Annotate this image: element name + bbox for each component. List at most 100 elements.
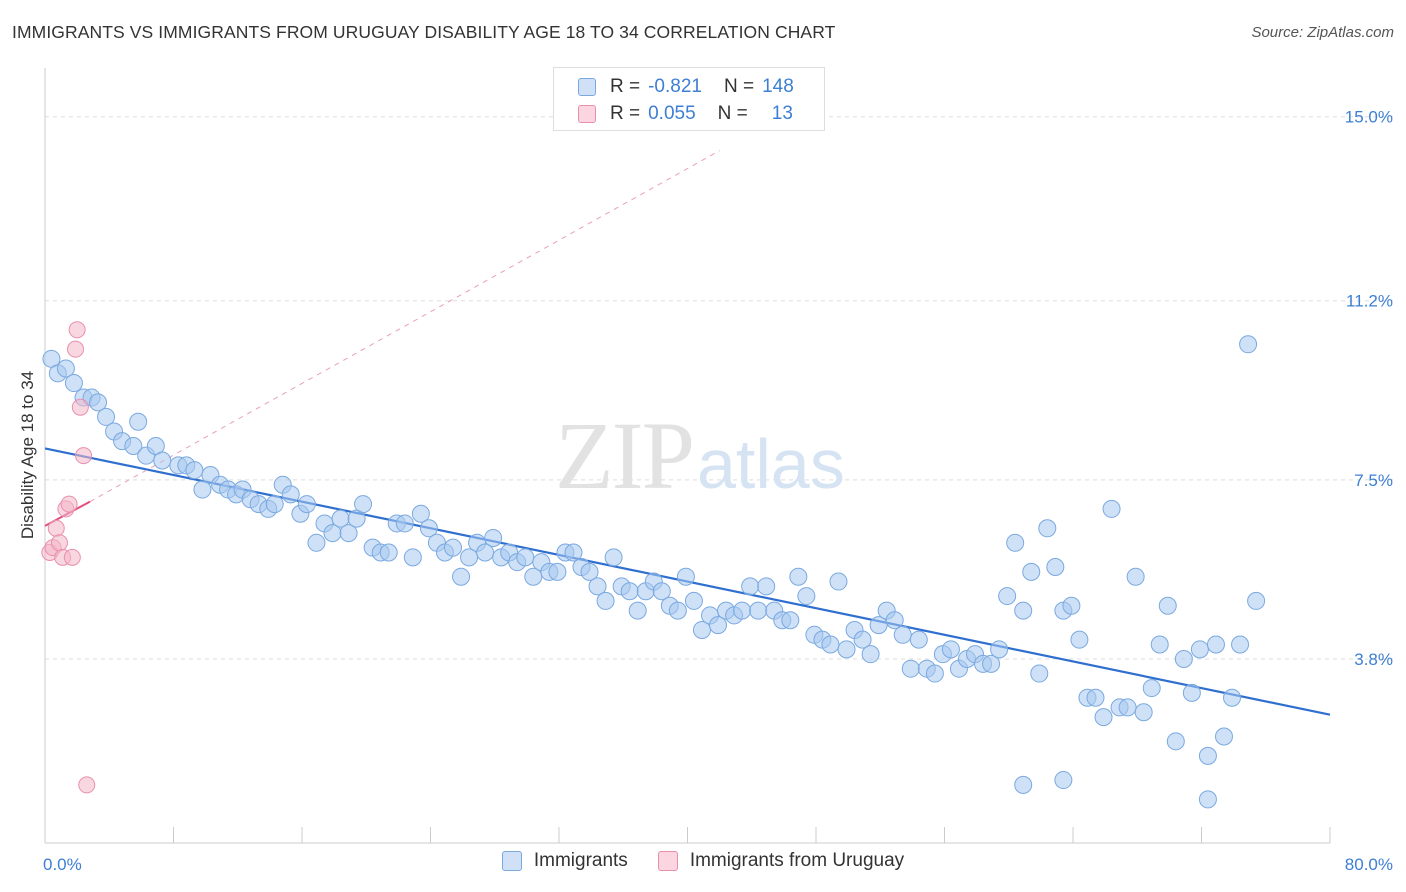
legend-swatch-blue	[501, 851, 522, 871]
point-immigrants	[89, 393, 108, 412]
trend-extension-uruguay	[89, 150, 720, 503]
point-immigrants	[941, 640, 960, 659]
grid-lines	[45, 116, 1395, 660]
point-immigrants	[1158, 596, 1177, 615]
point-immigrants	[1142, 679, 1161, 698]
legend-r-value: 0.055	[648, 103, 696, 124]
x-tick-label: 80.0%	[1345, 855, 1393, 874]
legend-n-label: N =	[723, 76, 755, 97]
point-immigrants	[1030, 664, 1049, 683]
point-immigrants	[1198, 790, 1217, 809]
chart-title: IMMIGRANTS VS IMMIGRANTS FROM URUGUAY DI…	[12, 22, 836, 42]
point-immigrants	[193, 480, 212, 499]
point-immigrants	[403, 548, 422, 567]
point-immigrants	[789, 567, 808, 586]
point-immigrants	[153, 451, 172, 470]
point-immigrants	[668, 601, 687, 620]
point-immigrants	[652, 582, 671, 601]
x-tick-label: 0.0%	[43, 855, 82, 874]
point-uruguay	[75, 447, 93, 465]
point-immigrants	[1062, 596, 1081, 615]
legend-r-value: -0.821	[648, 76, 702, 97]
point-immigrants	[628, 601, 647, 620]
point-immigrants	[452, 567, 471, 586]
point-immigrants	[185, 461, 204, 480]
point-immigrants	[379, 543, 398, 562]
point-immigrants	[339, 524, 358, 543]
point-immigrants	[837, 640, 856, 659]
point-immigrants	[829, 572, 848, 591]
point-immigrants	[684, 591, 703, 610]
point-immigrants	[1198, 746, 1217, 765]
point-immigrants	[1094, 708, 1113, 727]
point-immigrants	[797, 587, 816, 606]
source-credit: Source: ZipAtlas.com	[1251, 24, 1394, 41]
legend-n-value: 148	[762, 76, 794, 97]
series-legend: Immigrants Immigrants from Uruguay	[0, 850, 1406, 872]
point-immigrants	[1054, 771, 1073, 790]
point-immigrants	[821, 635, 840, 654]
point-immigrants	[925, 664, 944, 683]
y-tick-label: 3.8%	[1354, 650, 1393, 669]
watermark-atlas: atlas	[697, 425, 845, 503]
point-uruguay	[63, 548, 81, 566]
data-points	[41, 321, 1266, 809]
point-immigrants	[129, 412, 148, 431]
y-tick-label: 15.0%	[1345, 108, 1393, 127]
point-immigrants	[1006, 533, 1025, 552]
point-immigrants	[1214, 727, 1233, 746]
point-immigrants	[56, 359, 75, 378]
point-immigrants	[1150, 635, 1169, 654]
point-immigrants	[901, 659, 920, 678]
point-uruguay	[47, 519, 65, 537]
point-immigrants	[411, 504, 430, 523]
legend-row-immigrants: R = -0.821 N = 148	[578, 74, 794, 100]
point-immigrants	[443, 538, 462, 557]
point-immigrants	[1046, 558, 1065, 577]
point-immigrants	[1134, 703, 1153, 722]
point-immigrants	[64, 374, 83, 393]
point-immigrants	[709, 616, 728, 635]
legend-label-uruguay: Immigrants from Uruguay	[689, 850, 905, 871]
point-immigrants	[1038, 519, 1057, 538]
point-immigrants	[281, 485, 300, 504]
point-immigrants	[484, 528, 503, 547]
point-immigrants	[564, 543, 583, 562]
point-immigrants	[1126, 567, 1145, 586]
point-immigrants	[1190, 640, 1209, 659]
point-immigrants	[1102, 499, 1121, 518]
point-immigrants	[909, 630, 928, 649]
point-immigrants	[1239, 335, 1258, 354]
point-immigrants	[588, 577, 607, 596]
legend-label-immigrants: Immigrants	[533, 850, 628, 871]
y-tick-label: 7.5%	[1354, 471, 1393, 490]
point-immigrants	[1070, 630, 1089, 649]
point-immigrants	[265, 495, 284, 514]
point-immigrants	[1166, 732, 1185, 751]
point-immigrants	[885, 611, 904, 630]
point-immigrants	[781, 611, 800, 630]
point-immigrants	[1231, 635, 1250, 654]
legend-swatch-pink	[657, 851, 678, 871]
point-immigrants	[419, 519, 438, 538]
point-immigrants	[733, 601, 752, 620]
point-immigrants	[1182, 683, 1201, 702]
point-immigrants	[861, 645, 880, 664]
point-immigrants	[1174, 650, 1193, 669]
point-immigrants	[982, 654, 1001, 673]
point-immigrants	[307, 533, 326, 552]
point-immigrants	[990, 640, 1009, 659]
point-immigrants	[297, 495, 316, 514]
point-immigrants	[604, 548, 623, 567]
point-immigrants	[97, 407, 116, 426]
point-uruguay	[78, 776, 96, 794]
legend-swatch-pink	[578, 105, 596, 123]
legend-n-label: N =	[717, 103, 748, 124]
stats-legend: R = -0.821 N = 148 R = 0.055 N = 13	[553, 67, 825, 131]
legend-r-label: R =	[610, 76, 641, 97]
point-uruguay	[60, 495, 78, 513]
point-immigrants	[1206, 635, 1225, 654]
point-immigrants	[741, 577, 760, 596]
watermark-zip: ZIP	[555, 402, 695, 509]
